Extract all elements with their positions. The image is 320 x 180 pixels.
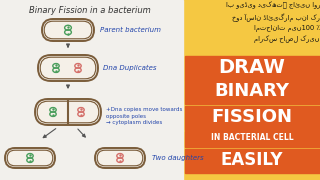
- Text: IN BACTERIAL CELL: IN BACTERIAL CELL: [211, 133, 293, 142]
- Text: DRAW: DRAW: [219, 58, 285, 77]
- Bar: [0, 0, 183, 180]
- FancyBboxPatch shape: [35, 99, 101, 125]
- Bar: [185, 106, 320, 130]
- Text: BINARY: BINARY: [214, 82, 290, 100]
- Bar: [185, 80, 320, 104]
- Bar: [185, 131, 320, 147]
- Text: اب ویڈیو دیکھتے جائیں اور
خود آسان ڈائیگرام بنا کر
امتحانات میں100 ٪
مارکس حاصل : اب ویڈیو دیکھتے جائیں اور خود آسان ڈائیگ…: [226, 2, 320, 43]
- Bar: [185, 149, 320, 173]
- Text: +Dna copies move towards
opposite poles
→ cytoplasm divides: +Dna copies move towards opposite poles …: [106, 107, 182, 125]
- Text: Dna Duplicates: Dna Duplicates: [103, 65, 156, 71]
- Text: Binary Fission in a bacterium: Binary Fission in a bacterium: [29, 6, 151, 15]
- FancyBboxPatch shape: [42, 19, 94, 41]
- FancyBboxPatch shape: [38, 55, 98, 81]
- FancyBboxPatch shape: [95, 148, 145, 168]
- Text: Parent bacterium: Parent bacterium: [100, 27, 161, 33]
- Bar: [185, 56, 320, 80]
- Text: FISSION: FISSION: [212, 108, 292, 126]
- Text: Two daughters: Two daughters: [152, 155, 204, 161]
- FancyBboxPatch shape: [5, 148, 55, 168]
- Text: EASILY: EASILY: [221, 151, 283, 169]
- Bar: [183, 0, 320, 180]
